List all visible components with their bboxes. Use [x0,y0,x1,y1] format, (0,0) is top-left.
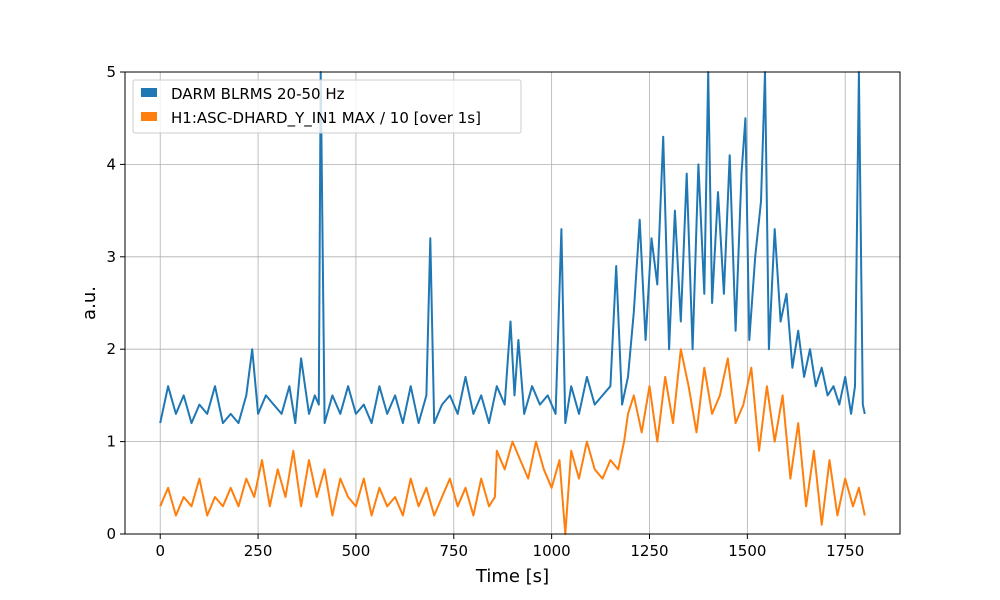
series-line-0 [159,71,866,425]
y-tick-label: 4 [106,155,116,173]
series-lines [159,71,866,535]
legend-swatch-darm [141,88,157,97]
axis-ticks: 0 250 500 750 1000 1250 1500 1750 0 1 2 3 4 5 [106,63,864,560]
x-tick-label: 1750 [826,542,864,560]
legend-box [132,79,522,134]
legend-swatch-dhard [141,112,157,121]
x-tick-label: 500 [342,542,371,560]
y-tick-label: 5 [106,63,116,81]
y-axis-title: a.u. [79,286,100,320]
plot-area-frame [124,71,901,535]
legend: DARM BLRMS 20-50 Hz H1:ASC-DHARD_Y_IN1 M… [132,79,522,134]
x-tick-label: 1500 [728,542,766,560]
y-tick-label: 1 [106,433,116,451]
legend-label-dhard: H1:ASC-DHARD_Y_IN1 MAX / 10 [over 1s] [171,109,481,128]
legend-label-darm: DARM BLRMS 20-50 Hz [171,85,345,103]
x-tick-label: 1000 [533,542,571,560]
x-tick-label: 1250 [630,542,668,560]
y-tick-label: 0 [106,525,116,543]
series-line-1 [159,348,866,535]
x-tick-label: 0 [155,542,165,560]
y-tick-label: 3 [106,248,116,266]
y-tick-label: 2 [106,340,116,358]
x-tick-label: 750 [439,542,468,560]
x-axis-title: Time [s] [475,566,549,587]
x-tick-label: 250 [244,542,273,560]
